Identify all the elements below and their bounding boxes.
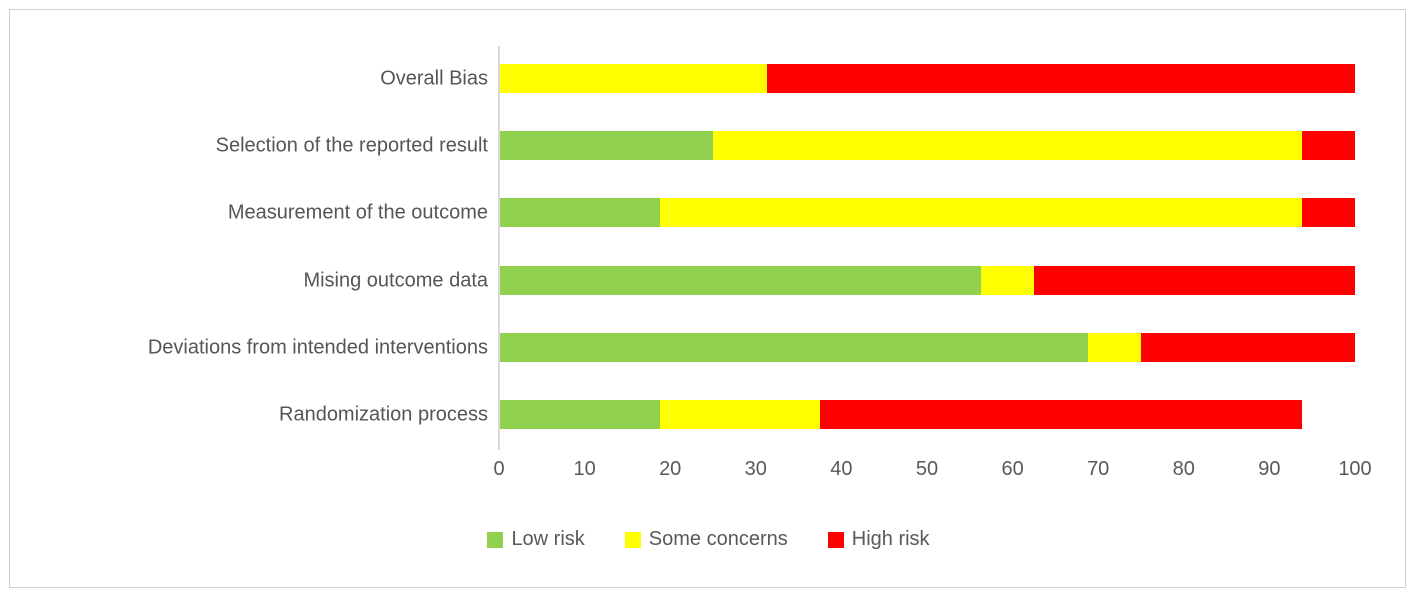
x-tick-label: 80 — [1172, 458, 1195, 480]
x-tick-label: 90 — [1258, 458, 1281, 480]
legend-swatch-icon — [624, 531, 641, 548]
x-tick-label: 50 — [915, 458, 939, 480]
bar-segment-high-risk — [766, 64, 1355, 93]
x-tick-label: 40 — [830, 458, 853, 480]
figure-border: Overall Bias Selection of the reported re… — [9, 9, 1406, 588]
y-axis-line — [498, 46, 500, 450]
legend-item-some-concerns: Some concerns — [624, 528, 788, 551]
x-tick-label: 70 — [1087, 458, 1110, 480]
x-tick-label: 10 — [573, 458, 596, 480]
bar-segment-high-risk — [1301, 131, 1355, 160]
legend-label: Low risk — [511, 528, 585, 550]
bar-segment-high-risk — [1141, 333, 1355, 362]
legend-swatch-icon — [487, 531, 504, 548]
legend-item-high-risk: High risk — [827, 528, 930, 551]
bar-segment-low-risk — [499, 131, 713, 160]
legend: Low risk Some concerns High risk — [10, 528, 1407, 551]
bar-segment-some-concerns — [659, 198, 1302, 227]
legend-item-low-risk: Low risk — [487, 528, 585, 551]
bar-segment-low-risk — [499, 400, 660, 429]
category-label: Deviations from intended interventions — [147, 336, 488, 358]
x-tick-label: 100 — [1338, 458, 1372, 480]
x-tick-label: 30 — [744, 458, 767, 480]
bar-segment-some-concerns — [1087, 333, 1141, 362]
bar-segment-some-concerns — [499, 64, 767, 93]
bar-segment-high-risk — [1301, 198, 1355, 227]
bar-segment-some-concerns — [980, 266, 1034, 295]
category-label: Measurement of the outcome — [227, 201, 488, 223]
category-label: Overall Bias — [380, 67, 488, 89]
legend-label: High risk — [851, 528, 930, 550]
bar-segment-high-risk — [820, 400, 1302, 429]
bar-segment-some-concerns — [713, 131, 1302, 160]
bar-segment-some-concerns — [659, 400, 820, 429]
bar-segment-low-risk — [499, 266, 981, 295]
legend-label: Some concerns — [648, 528, 788, 550]
x-tick-label: 20 — [659, 458, 682, 480]
category-label: Mising outcome data — [303, 269, 488, 291]
category-label: Randomization process — [279, 403, 488, 425]
category-label: Selection of the reported result — [215, 134, 488, 156]
legend-swatch-icon — [827, 531, 844, 548]
bar-segment-high-risk — [1034, 266, 1355, 295]
x-tick-label: 60 — [1001, 458, 1024, 480]
bar-segment-low-risk — [499, 333, 1088, 362]
bar-segment-low-risk — [499, 198, 660, 227]
x-tick-label: 0 — [493, 458, 505, 480]
